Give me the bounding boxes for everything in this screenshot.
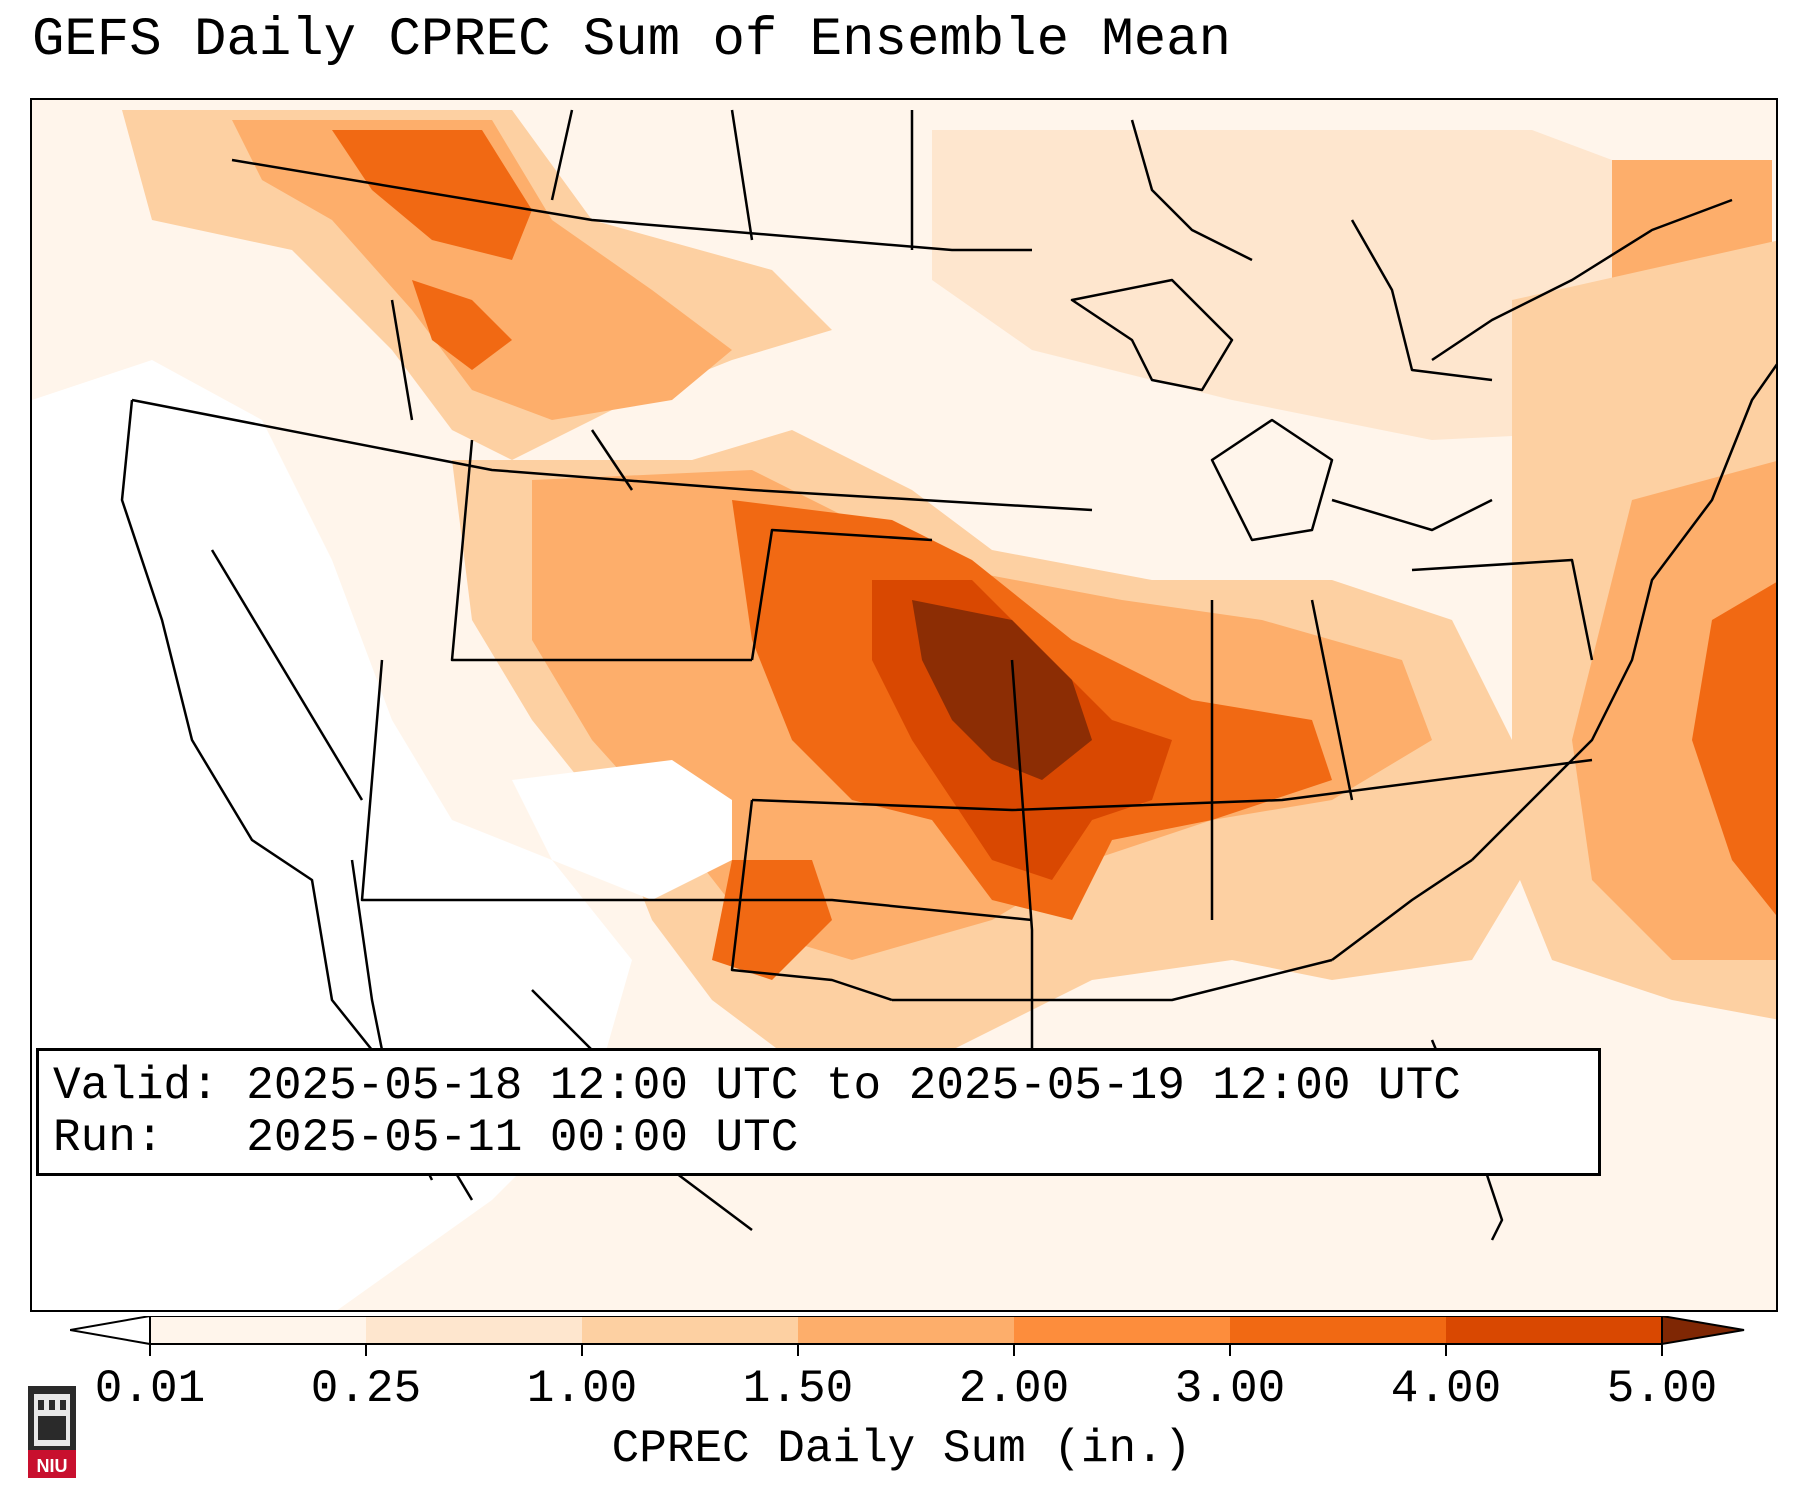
colorbar-segment bbox=[798, 1316, 1014, 1344]
colorbar bbox=[70, 1316, 1745, 1356]
colorbar-segments bbox=[149, 1316, 1663, 1345]
colorbar-ticks bbox=[149, 1344, 1663, 1356]
colorbar-tick-label: 2.00 bbox=[958, 1363, 1070, 1415]
map-panel bbox=[30, 98, 1778, 1312]
svg-text:NIU: NIU bbox=[37, 1456, 68, 1476]
colorbar-label: CPREC Daily Sum (in.) bbox=[611, 1423, 1192, 1475]
valid-line: Valid: 2025-05-18 12:00 UTC to 2025-05-1… bbox=[53, 1063, 1461, 1109]
colorbar-tick-label: 5.00 bbox=[1606, 1363, 1718, 1415]
colorbar-tick-label: 0.01 bbox=[94, 1363, 206, 1415]
map-title: GEFS Daily CPREC Sum of Ensemble Mean bbox=[32, 10, 1231, 71]
colorbar-segment bbox=[1014, 1316, 1230, 1344]
run-line: Run: 2025-05-11 00:00 UTC bbox=[53, 1115, 798, 1161]
colorbar-tick-label: 3.00 bbox=[1174, 1363, 1286, 1415]
valid-label: Valid: bbox=[53, 1060, 219, 1112]
colorbar-segment bbox=[1446, 1316, 1662, 1344]
colorbar-tick-label: 4.00 bbox=[1390, 1363, 1502, 1415]
colorbar-segment bbox=[1230, 1316, 1446, 1344]
colorbar-over-arrow bbox=[1661, 1316, 1745, 1346]
colorbar-segment bbox=[366, 1316, 582, 1344]
run-label: Run: bbox=[53, 1112, 164, 1164]
colorbar-segment bbox=[150, 1316, 366, 1344]
run-value: 2025-05-11 00:00 UTC bbox=[246, 1112, 799, 1164]
precipitation-map bbox=[32, 109, 1776, 1310]
colorbar-under-arrow bbox=[70, 1316, 151, 1346]
colorbar-tick-label: 1.00 bbox=[526, 1363, 638, 1415]
precip-field bbox=[32, 110, 1776, 1310]
colorbar-segment bbox=[582, 1316, 798, 1344]
colorbar-tick-label: 1.50 bbox=[742, 1363, 854, 1415]
valid-value: 2025-05-18 12:00 UTC to 2025-05-19 12:00… bbox=[246, 1060, 1461, 1112]
valid-run-info-box: Valid: 2025-05-18 12:00 UTC to 2025-05-1… bbox=[36, 1048, 1601, 1176]
niu-logo: NIU bbox=[28, 1386, 76, 1478]
colorbar-tick-label: 0.25 bbox=[310, 1363, 422, 1415]
